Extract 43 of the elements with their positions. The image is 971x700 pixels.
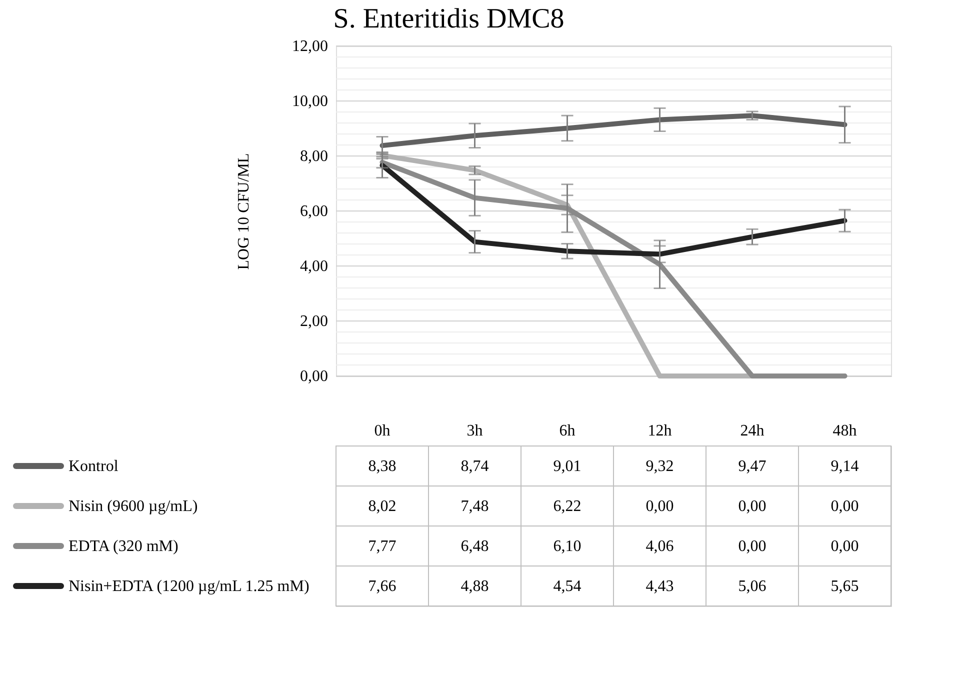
x-tick-label: 0h xyxy=(374,422,390,440)
data-label: 6,10 xyxy=(553,538,582,555)
y-axis-title: LOG 10 CFU/ML xyxy=(236,153,252,270)
x-tick-label: 24h xyxy=(740,422,764,440)
data-label: 7,48 xyxy=(460,498,489,515)
legend-label: EDTA (320 mM) xyxy=(68,538,178,555)
y-tick-label: 10,00 xyxy=(292,93,328,110)
legend-label: Nisin (9600 µg/mL) xyxy=(68,498,198,515)
x-tick-label: 6h xyxy=(559,422,576,440)
legend-label: Kontrol xyxy=(68,458,119,475)
legend-label: Nisin+EDTA (1200 µg/mL 1.25 mM) xyxy=(68,578,310,595)
data-label: 4,06 xyxy=(646,538,674,555)
data-label: 8,38 xyxy=(368,458,396,475)
x-tick-label: 12h xyxy=(648,422,672,440)
data-label: 0,00 xyxy=(738,498,766,515)
data-label: 9,01 xyxy=(553,458,582,475)
data-label: 6,22 xyxy=(553,498,582,515)
data-label: 0,00 xyxy=(738,538,766,555)
data-label: 0,00 xyxy=(830,538,859,555)
y-tick-label: 2,00 xyxy=(300,313,328,330)
data-label: 7,66 xyxy=(368,578,396,595)
data-label: 0,00 xyxy=(646,498,674,515)
y-tick-label: 6,00 xyxy=(300,203,328,220)
data-label: 9,32 xyxy=(646,458,674,475)
data-label: 9,47 xyxy=(738,458,766,475)
data-label: 4,54 xyxy=(553,578,582,595)
x-tick-label: 48h xyxy=(832,422,857,440)
data-label: 8,02 xyxy=(368,498,396,515)
data-label: 0,00 xyxy=(830,498,859,515)
y-tick-label: 12,00 xyxy=(292,38,328,55)
y-tick-label: 8,00 xyxy=(300,148,328,165)
x-tick-label: 3h xyxy=(466,422,483,440)
y-tick-label: 4,00 xyxy=(300,258,328,275)
data-label: 4,88 xyxy=(460,578,489,595)
data-label: 7,77 xyxy=(368,538,396,555)
y-tick-label: 0,00 xyxy=(300,368,328,385)
data-label: 8,74 xyxy=(460,458,489,475)
data-label: 6,48 xyxy=(460,538,489,555)
data-label: 5,65 xyxy=(830,578,859,595)
data-label: 5,06 xyxy=(738,578,766,595)
data-label: 4,43 xyxy=(646,578,674,595)
chart-title: S. Enteritidis DMC8 xyxy=(333,4,564,34)
data-label: 9,14 xyxy=(830,458,859,475)
